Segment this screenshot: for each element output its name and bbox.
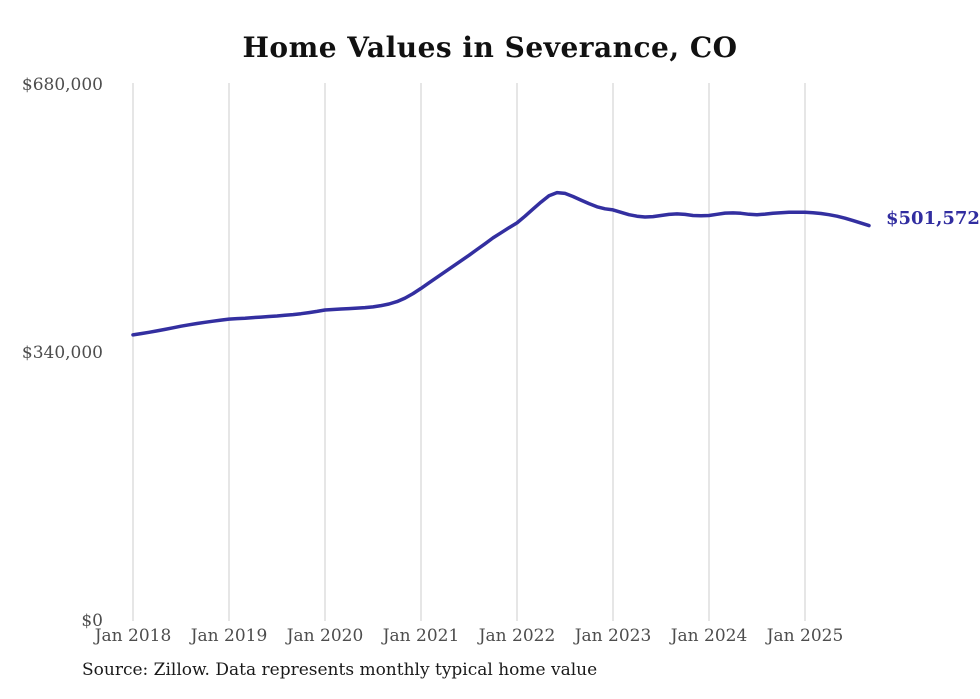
x-axis-label: Jan 2023 bbox=[573, 626, 652, 646]
y-axis-label-0: $0 bbox=[81, 611, 103, 631]
latest-value-label: $501,572 bbox=[886, 208, 980, 229]
home-value-line bbox=[131, 190, 871, 337]
x-axis-label: Jan 2022 bbox=[477, 626, 556, 646]
source-note: Source: Zillow. Data represents monthly … bbox=[82, 660, 598, 680]
y-axis-label-340000: $340,000 bbox=[21, 343, 103, 363]
y-axis-label-680000: $680,000 bbox=[21, 75, 103, 95]
x-axis-label: Jan 2020 bbox=[285, 626, 364, 646]
x-axis-label: Jan 2025 bbox=[765, 626, 844, 646]
x-axis-label: Jan 2024 bbox=[669, 626, 748, 646]
chart-title: Home Values in Severance, CO bbox=[242, 31, 738, 64]
x-axis-label: Jan 2021 bbox=[381, 626, 460, 646]
x-axis-label: Jan 2019 bbox=[189, 626, 268, 646]
x-axis-label: Jan 2018 bbox=[93, 626, 172, 646]
